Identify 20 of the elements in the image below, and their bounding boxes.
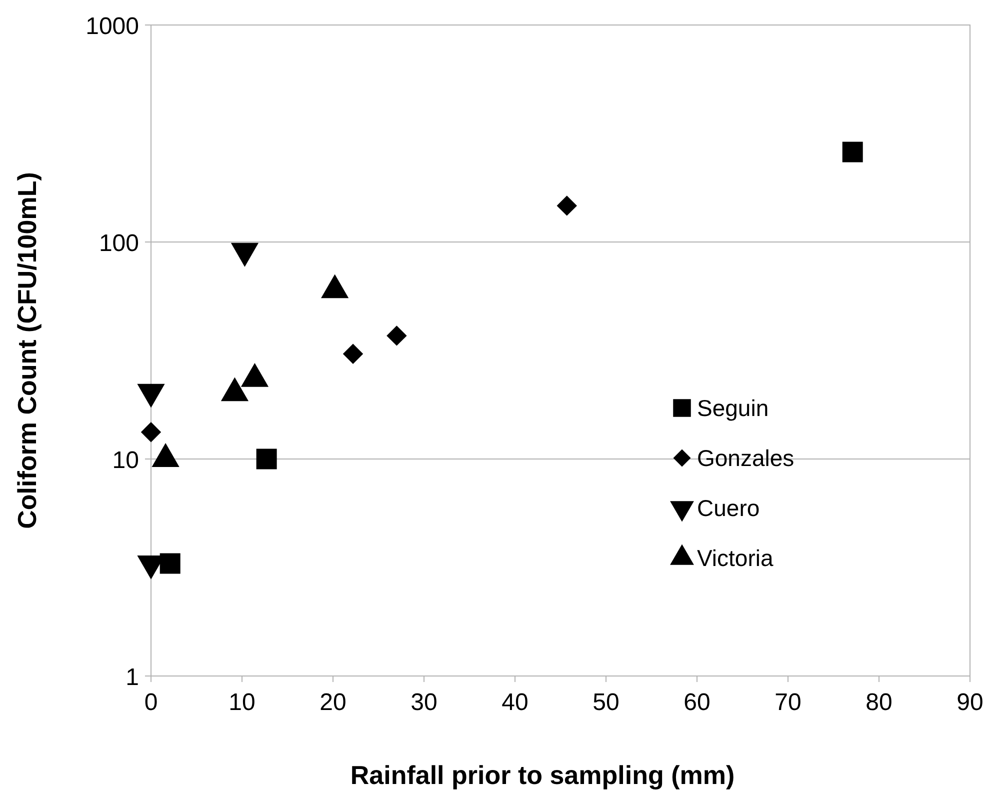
legend-label: Cuero — [697, 495, 760, 521]
x-tick-label: 50 — [592, 689, 620, 716]
y-tick-label: 100 — [98, 230, 139, 257]
x-tick-label: 90 — [956, 689, 984, 716]
legend-label: Seguin — [697, 395, 769, 421]
x-tick-label: 30 — [410, 689, 438, 716]
x-tick-label: 10 — [228, 689, 256, 716]
x-tick-label: 60 — [684, 689, 710, 716]
x-tick-label: 40 — [502, 689, 528, 716]
x-axis-title: Rainfall prior to sampling (mm) — [350, 760, 735, 790]
y-tick-label: 10 — [112, 447, 139, 474]
x-tick-label: 70 — [774, 689, 802, 716]
y-tick-label: 1000 — [86, 13, 139, 40]
y-axis-title: Coliform Count (CFU/100mL) — [12, 172, 42, 529]
x-tick-label: 0 — [144, 689, 158, 716]
x-tick-label: 20 — [320, 689, 346, 716]
y-tick-label: 1 — [126, 664, 139, 691]
legend-label: Gonzales — [697, 445, 794, 471]
x-tick-label: 80 — [866, 689, 892, 716]
legend-label: Victoria — [697, 545, 774, 571]
